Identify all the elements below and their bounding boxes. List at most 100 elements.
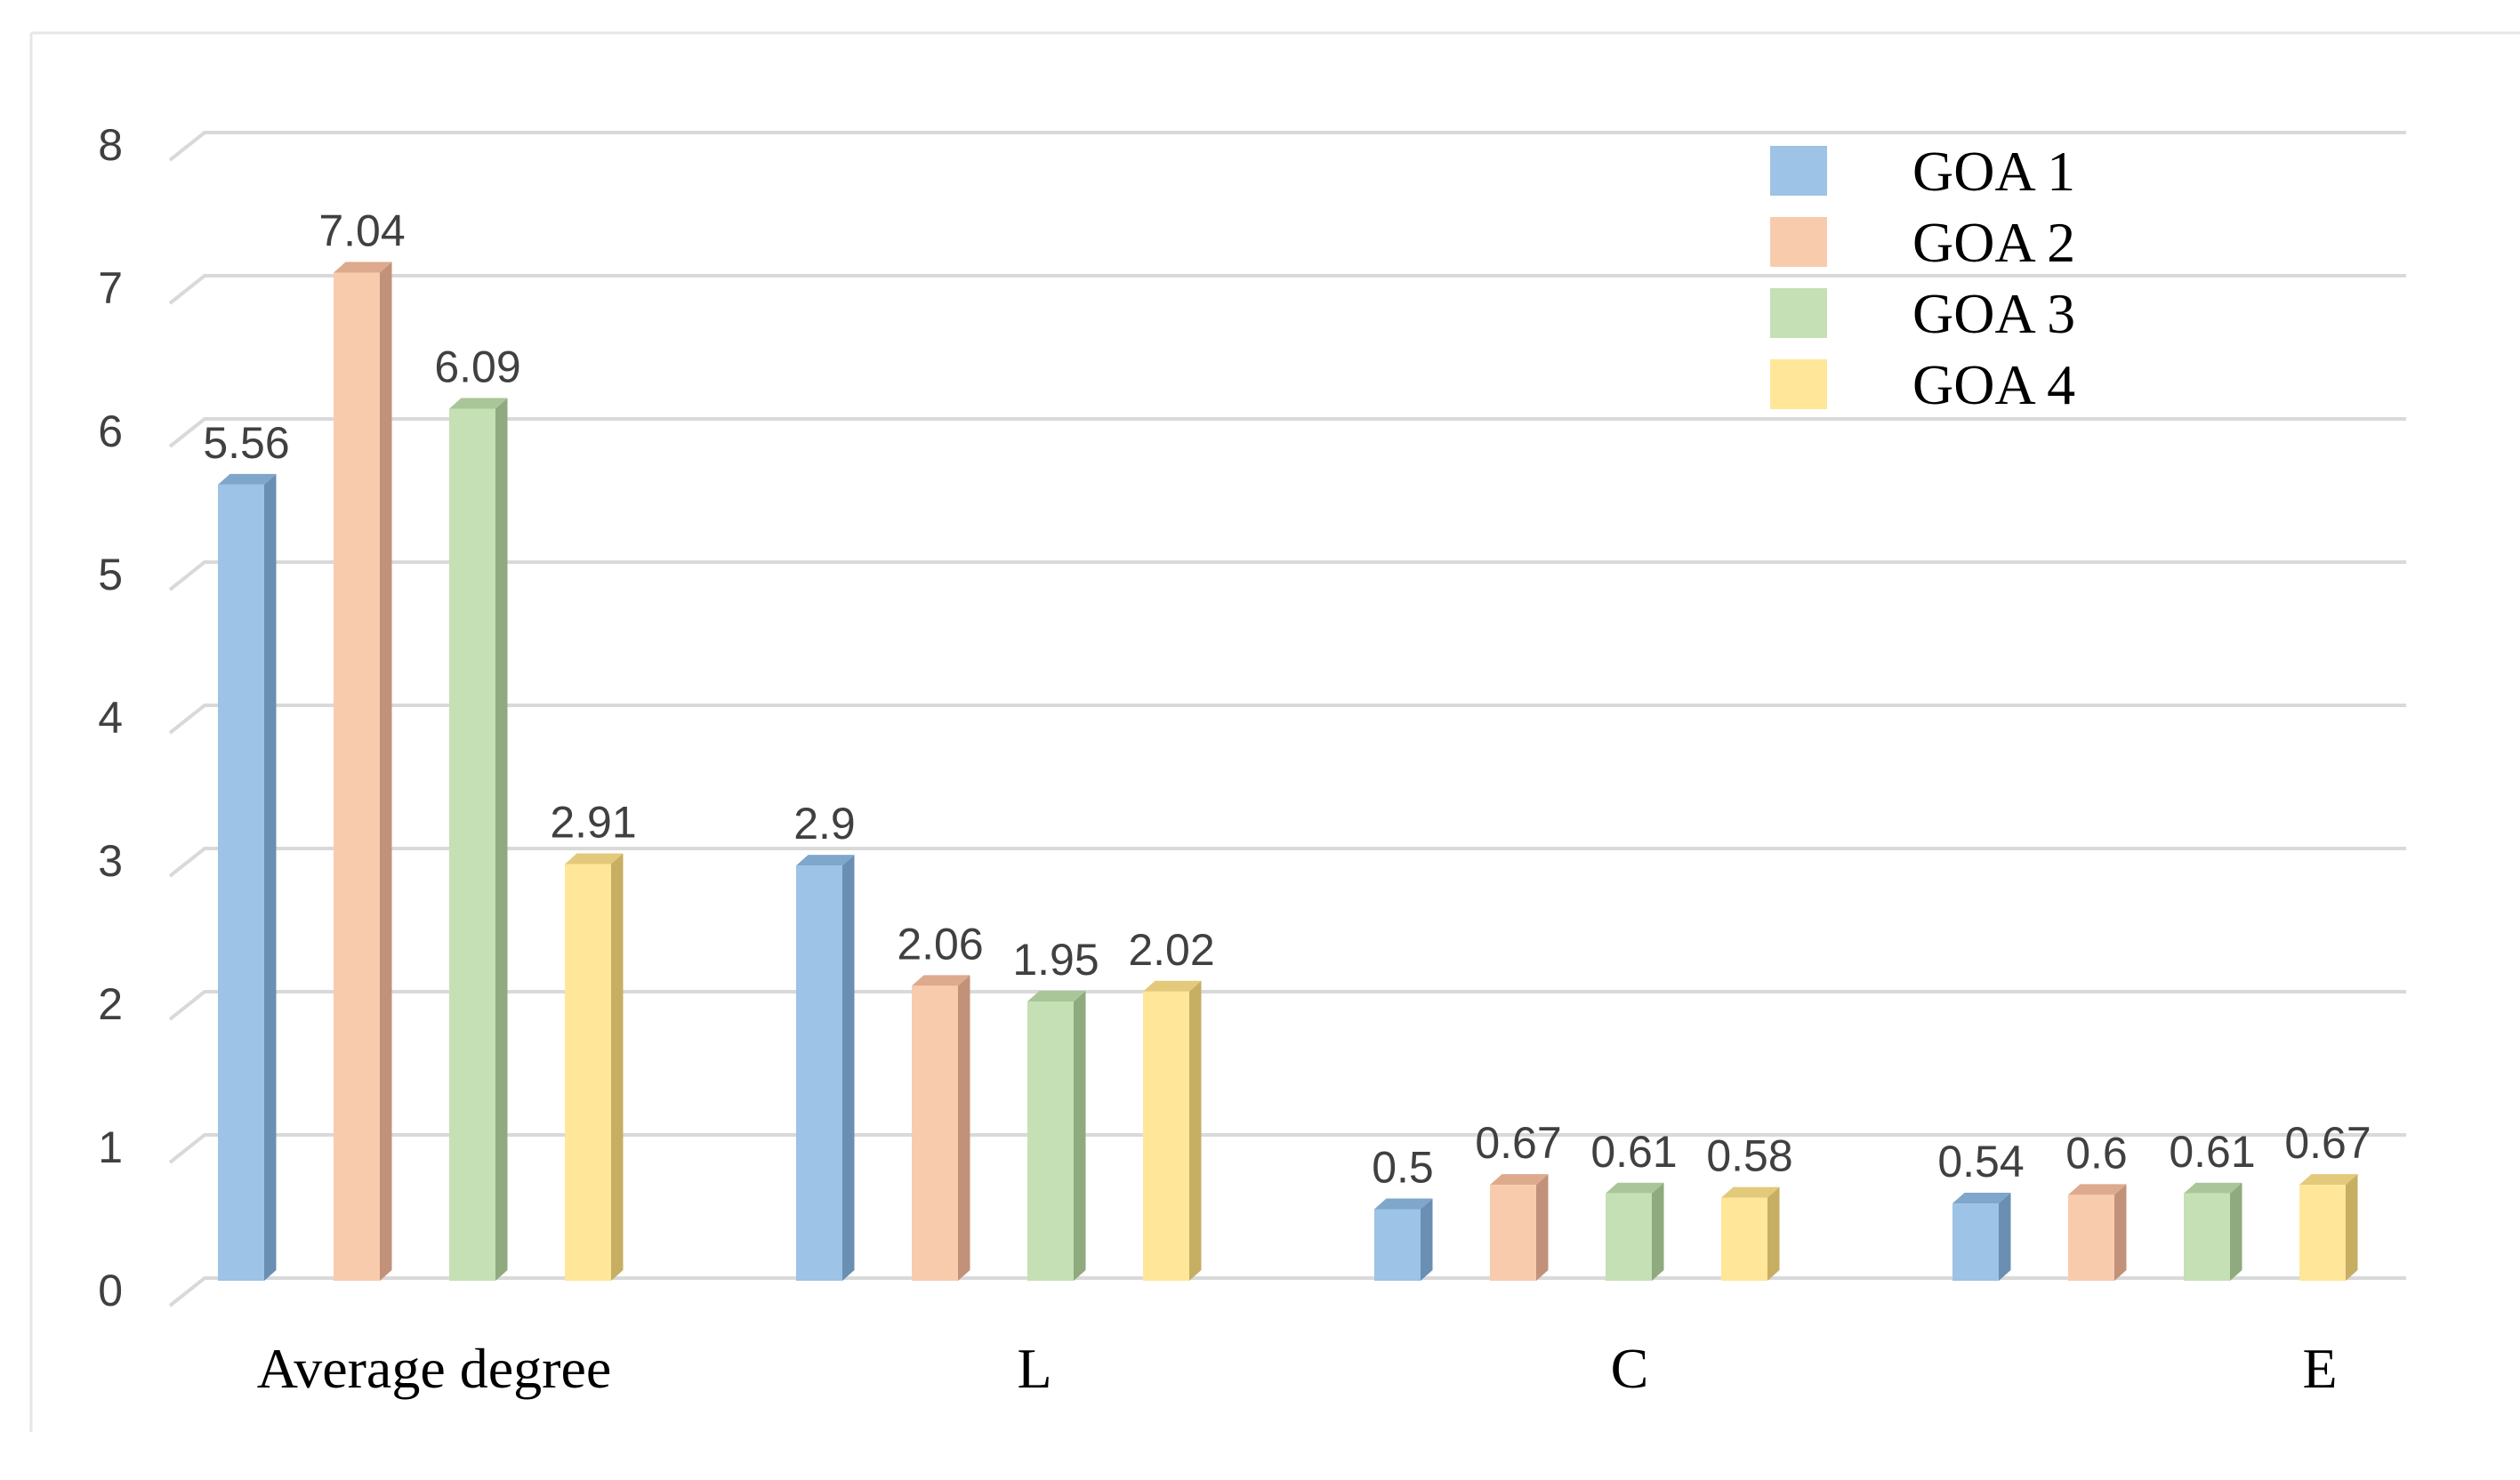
y-tick-label: 5 (98, 550, 123, 599)
bar-front (1374, 1209, 1421, 1281)
bar-side (1999, 1193, 2011, 1281)
gridline (168, 990, 2406, 1021)
bar-top (334, 261, 392, 273)
legend-label: GOA 2 (1912, 211, 2075, 274)
legend-label: GOA 4 (1912, 353, 2075, 416)
category-label: C (1611, 1337, 1649, 1400)
bar-top (2184, 1182, 2242, 1194)
bar-front (912, 985, 958, 1281)
gridlines (168, 131, 2406, 1307)
bar-side (1767, 1186, 1780, 1281)
data-label: 5.56 (203, 418, 289, 468)
data-label: 2.9 (793, 799, 856, 849)
data-label: 7.04 (318, 206, 405, 256)
bar-side (264, 473, 277, 1281)
bar-top (912, 975, 970, 986)
gridline (168, 560, 2406, 591)
data-label: 0.54 (1937, 1137, 2024, 1186)
category-label: E (2302, 1337, 2337, 1400)
legend-item: GOA 3 (1770, 282, 2075, 345)
gridline (168, 1133, 2406, 1164)
bar (1721, 1186, 1780, 1281)
bar-top (1952, 1193, 2011, 1204)
category-label: Average degree (257, 1337, 612, 1400)
bar (1952, 1193, 2011, 1281)
gridline (168, 704, 2406, 735)
data-label: 0.67 (1475, 1118, 1561, 1168)
legend: GOA 1 GOA 2 GOA 3 GOA 4 (1770, 140, 2075, 416)
bar (1143, 980, 1202, 1281)
bar (334, 261, 392, 1281)
category-label: L (1017, 1337, 1051, 1400)
bar-top (449, 398, 508, 409)
bar-top (796, 855, 855, 866)
data-label: 0.5 (1372, 1143, 1434, 1193)
y-tick-label: 8 (98, 120, 123, 170)
y-tick-label: 1 (98, 1122, 123, 1172)
legend-swatch (1770, 359, 1827, 409)
bar-side (2114, 1184, 2127, 1281)
data-labels: 5.56 2.9 0.5 0.54 7.04 2.06 0.67 0.6 6.09 1.95 0.6… (203, 206, 2371, 1193)
gridline (168, 847, 2406, 878)
bar (2184, 1182, 2242, 1281)
data-label: 2.91 (550, 797, 636, 847)
data-label: 0.6 (2065, 1128, 2128, 1178)
data-label: 2.06 (897, 919, 983, 969)
legend-label: GOA 3 (1912, 282, 2075, 345)
legend-label: GOA 1 (1912, 140, 2075, 203)
data-label: 6.09 (434, 342, 520, 392)
bar-front (218, 484, 264, 1281)
data-label: 2.02 (1128, 925, 1214, 975)
bar-side (958, 975, 970, 1281)
gridline (168, 417, 2406, 448)
bar-front (1952, 1203, 1999, 1281)
bar-side (2230, 1182, 2242, 1281)
gridline (168, 131, 2406, 162)
legend-item: GOA 2 (1770, 211, 2075, 274)
data-label: 0.61 (2169, 1127, 2255, 1177)
gridline (168, 274, 2406, 305)
y-tick-label: 6 (98, 406, 123, 456)
bar (218, 473, 277, 1281)
y-axis-ticks: 0 1 2 3 4 5 6 7 8 (98, 120, 123, 1315)
bar-front (334, 272, 380, 1281)
bar-top (2068, 1184, 2127, 1195)
data-label: 1.95 (1012, 935, 1099, 985)
bar-top (565, 853, 624, 865)
bar-side (842, 855, 855, 1281)
data-label: 0.61 (1590, 1127, 1677, 1177)
bar-side (380, 261, 392, 1281)
legend-swatch (1770, 217, 1827, 267)
bar-side (1421, 1198, 1433, 1281)
gridline (168, 1276, 2406, 1307)
bar-side (611, 853, 624, 1281)
bar-top (1721, 1186, 1780, 1198)
bar-front (1606, 1193, 1652, 1281)
y-tick-label: 0 (98, 1266, 123, 1315)
legend-swatch (1770, 288, 1827, 338)
legend-item: GOA 4 (1770, 353, 2075, 416)
legend-swatch (1770, 146, 1827, 196)
bar-front (1721, 1197, 1767, 1281)
bar (449, 398, 508, 1281)
bar (2068, 1184, 2127, 1281)
bar-front (449, 408, 495, 1281)
x-axis-categories: Average degree L C E (257, 1337, 2338, 1400)
bar (1490, 1174, 1549, 1281)
bar-front (565, 864, 611, 1281)
bar-front (1490, 1185, 1536, 1281)
bar-top (1606, 1182, 1664, 1194)
y-tick-label: 4 (98, 693, 123, 743)
bar-top (1490, 1174, 1549, 1186)
bar (796, 855, 855, 1281)
bar-front (796, 865, 842, 1281)
bar (565, 853, 624, 1281)
bar-top (1374, 1198, 1433, 1210)
bar-top (2299, 1174, 2358, 1186)
bar-top (1027, 991, 1086, 1002)
legend-item: GOA 1 (1770, 140, 2075, 203)
bar-side (1189, 980, 1202, 1281)
y-tick-label: 7 (98, 263, 123, 313)
